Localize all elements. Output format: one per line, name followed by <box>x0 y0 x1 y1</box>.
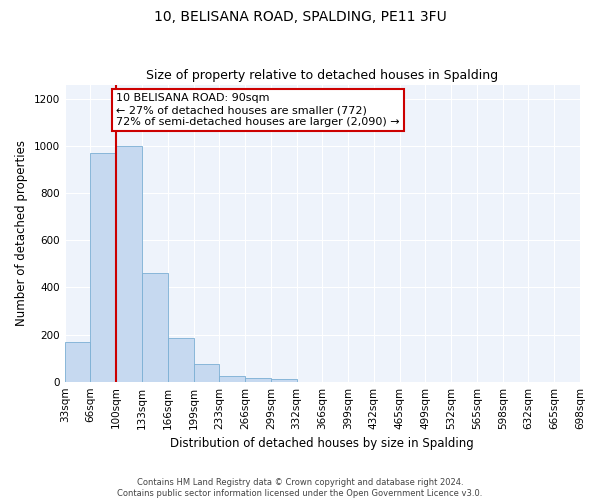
Text: 10, BELISANA ROAD, SPALDING, PE11 3FU: 10, BELISANA ROAD, SPALDING, PE11 3FU <box>154 10 446 24</box>
X-axis label: Distribution of detached houses by size in Spalding: Distribution of detached houses by size … <box>170 437 474 450</box>
Text: Contains HM Land Registry data © Crown copyright and database right 2024.
Contai: Contains HM Land Registry data © Crown c… <box>118 478 482 498</box>
Bar <box>91 153 116 382</box>
Bar <box>245 378 271 382</box>
Y-axis label: Number of detached properties: Number of detached properties <box>15 140 28 326</box>
Bar <box>168 338 193 382</box>
Title: Size of property relative to detached houses in Spalding: Size of property relative to detached ho… <box>146 69 499 82</box>
Bar <box>65 342 91 382</box>
Bar <box>193 364 219 382</box>
Bar <box>116 146 142 382</box>
Bar <box>142 273 168 382</box>
Bar <box>271 380 296 382</box>
Bar <box>219 376 245 382</box>
Text: 10 BELISANA ROAD: 90sqm
← 27% of detached houses are smaller (772)
72% of semi-d: 10 BELISANA ROAD: 90sqm ← 27% of detache… <box>116 94 400 126</box>
